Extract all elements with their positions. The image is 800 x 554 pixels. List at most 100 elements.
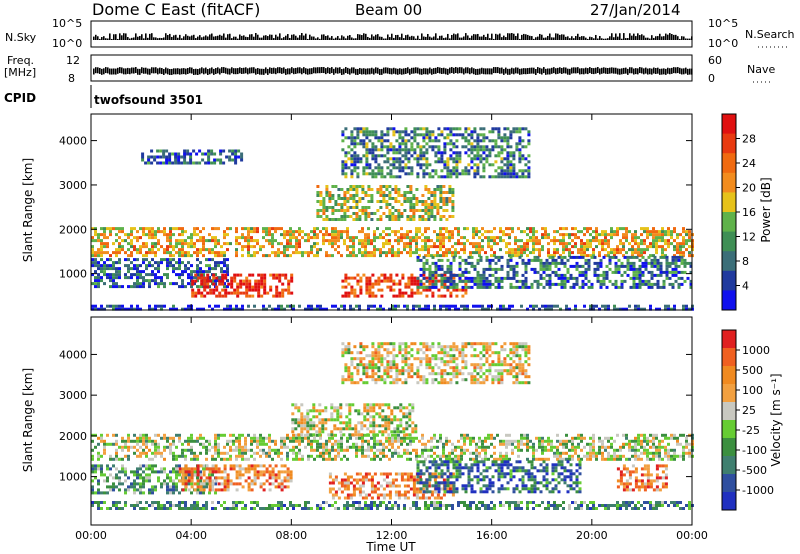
heatmap-cell [148, 248, 151, 252]
heatmap-cell [278, 273, 282, 277]
heatmap-cell [632, 264, 636, 268]
heatmap-cell [544, 230, 547, 234]
heatmap-cell [431, 270, 435, 274]
nsky-bar [583, 36, 585, 40]
heatmap-cell [265, 442, 268, 446]
heatmap-cell [361, 230, 364, 234]
nsky-bar [405, 35, 407, 40]
heatmap-cell [262, 307, 265, 311]
heatmap-cell [298, 239, 301, 243]
heatmap-cell [515, 145, 519, 149]
heatmap-cell [193, 245, 196, 249]
freq-bar [109, 68, 111, 75]
heatmap-cell [169, 448, 172, 452]
nsky-bar [247, 37, 249, 40]
heatmap-cell [583, 454, 586, 458]
heatmap-cell [451, 209, 455, 212]
heatmap-cell [428, 264, 432, 268]
heatmap-cell [361, 448, 364, 452]
heatmap-cell [313, 230, 316, 234]
heatmap-cell [578, 270, 582, 274]
heatmap-cell [622, 307, 625, 311]
heatmap-cell [565, 307, 568, 311]
heatmap-cell [526, 245, 529, 249]
heatmap-cell [593, 273, 597, 277]
heatmap-cell [178, 254, 181, 258]
nsky-bar [379, 36, 381, 40]
heatmap-cell [395, 294, 399, 298]
freq-bar [101, 68, 103, 75]
heatmap-cell [578, 273, 582, 277]
heatmap-cell [175, 454, 178, 458]
heatmap-cell [587, 258, 591, 262]
heatmap-cell [412, 194, 416, 197]
heatmap-cell [106, 267, 109, 271]
nsky-bar [663, 36, 665, 40]
heatmap-cell [667, 227, 670, 231]
heatmap-cell [331, 233, 334, 237]
heatmap-cell [674, 255, 678, 259]
heatmap-cell [226, 451, 229, 455]
nsky-bar [501, 37, 503, 40]
heatmap-cell [479, 133, 483, 137]
heatmap-cell [310, 230, 313, 234]
heatmap-cell [425, 163, 429, 167]
heatmap-cell [586, 248, 589, 252]
heatmap-cell [559, 457, 562, 461]
heatmap-cell [686, 261, 690, 265]
heatmap-cell [437, 267, 441, 271]
freq-bar [681, 68, 683, 75]
heatmap-cell [424, 200, 428, 203]
heatmap-cell [115, 261, 118, 265]
heatmap-cell [424, 218, 428, 221]
heatmap-cell [427, 212, 431, 215]
heatmap-cell [203, 276, 207, 280]
heatmap-cell [380, 154, 384, 158]
heatmap-cell [541, 442, 544, 446]
freq-bar [595, 67, 597, 74]
heatmap-cell [484, 251, 487, 255]
heatmap-cell [431, 279, 435, 283]
heatmap-cell [616, 307, 619, 311]
heatmap-cell [433, 191, 437, 194]
freq-bar [149, 68, 151, 75]
heatmap-cell [271, 307, 274, 311]
heatmap-cell [340, 206, 344, 209]
heatmap-cell [506, 151, 510, 155]
heatmap-cell [151, 227, 154, 231]
heatmap-cell [106, 276, 109, 280]
heatmap-cell [103, 445, 106, 449]
heatmap-cell [281, 294, 285, 298]
heatmap-cell [416, 154, 420, 158]
heatmap-cell [220, 251, 223, 255]
heatmap-cell [184, 307, 187, 311]
heatmap-cell [427, 215, 431, 218]
heatmap-cell [425, 133, 429, 137]
heatmap-cell [448, 248, 451, 252]
heatmap-cell [568, 233, 571, 237]
heatmap-cell [541, 245, 544, 249]
heatmap-cell [190, 445, 193, 449]
heatmap-cell [364, 439, 367, 443]
heatmap-cell [121, 248, 124, 252]
heatmap-cell [509, 154, 513, 158]
heatmap-cell [139, 436, 142, 440]
heatmap-cell [298, 451, 301, 455]
power-ylabel: Slant Range [km] [21, 158, 35, 262]
heatmap-cell [94, 282, 97, 286]
heatmap-cell [446, 258, 450, 262]
heatmap-cell [434, 267, 438, 271]
nsky-bar [121, 35, 123, 40]
freq-bar [445, 68, 447, 75]
heatmap-cell [616, 233, 619, 237]
heatmap-cell [581, 273, 585, 277]
heatmap-cell [470, 276, 474, 280]
heatmap-cell [526, 448, 529, 452]
nsky-bar [339, 38, 341, 40]
heatmap-cell [94, 270, 97, 274]
heatmap-cell [139, 273, 142, 277]
heatmap-cell [295, 245, 298, 249]
heatmap-cell [199, 248, 202, 252]
heatmap-cell [448, 185, 452, 188]
heatmap-cell [254, 279, 258, 283]
